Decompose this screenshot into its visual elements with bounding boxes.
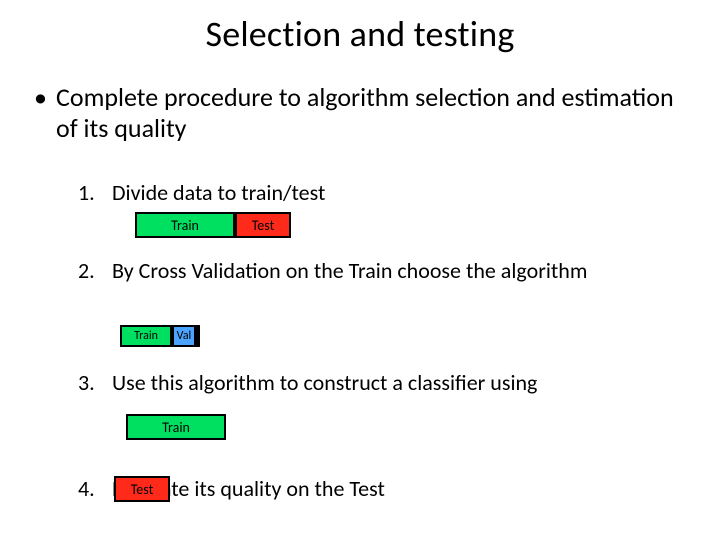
d1-test-box: Test <box>235 212 291 238</box>
d2-val-label: Val <box>177 329 192 343</box>
step-3-num: 3. <box>78 370 112 397</box>
bullet-text: Complete procedure to algorithm selectio… <box>56 82 694 143</box>
d4-test-box: Test <box>114 476 170 502</box>
step-4-suffix: ate its quality on the Test <box>161 475 385 502</box>
step-1-num: 1. <box>78 180 112 207</box>
d2-remnant-box <box>196 325 200 347</box>
d2-val-box: Val <box>172 325 196 347</box>
d2-train-box: Train <box>120 325 172 347</box>
bullet-main: • Complete procedure to algorithm select… <box>34 82 694 143</box>
step-3: 3. Use this algorithm to construct a cla… <box>78 370 698 397</box>
step-4-num: 4. <box>78 476 112 503</box>
slide-title: Selection and testing <box>0 12 720 56</box>
step-1-text: Divide data to train/test <box>112 180 325 207</box>
step-4: 4. Estimate its quality on the Test <box>78 476 698 503</box>
d1-train-label: Train <box>171 217 199 234</box>
bullet-dot: • <box>34 82 56 113</box>
d3-train-box: Train <box>126 414 226 440</box>
d1-test-label: Test <box>252 217 275 234</box>
step-2-num: 2. <box>78 258 112 285</box>
step-3-text: Use this algorithm to construct a classi… <box>112 370 537 397</box>
step-2: 2. By Cross Validation on the Train choo… <box>78 258 698 285</box>
d4-test-label: Test <box>131 481 154 498</box>
d3-train-label: Train <box>162 419 190 436</box>
d1-train-box: Train <box>135 212 235 238</box>
d2-train-label: Train <box>134 329 158 343</box>
step-2-text: By Cross Validation on the Train choose … <box>112 258 587 285</box>
step-1: 1. Divide data to train/test <box>78 180 698 207</box>
